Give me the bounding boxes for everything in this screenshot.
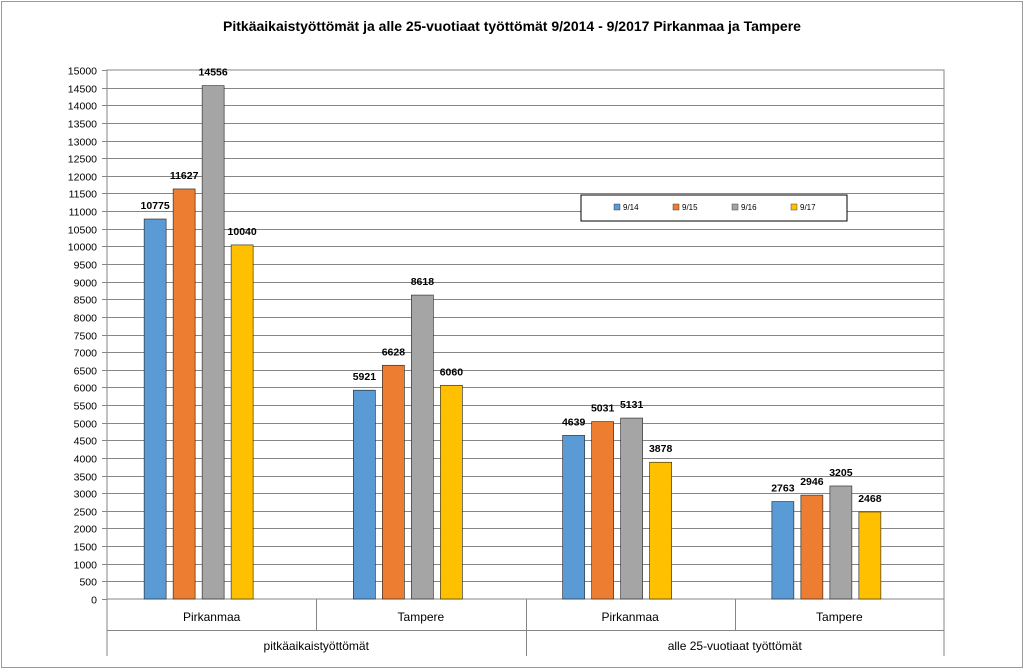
- legend-box: [580, 194, 848, 222]
- legend-label: 9/17: [800, 203, 816, 212]
- y-tick-label: 6000: [74, 383, 98, 395]
- y-tick-label: 15000: [68, 66, 97, 78]
- y-tick-label: 14500: [68, 84, 97, 96]
- y-tick-label: 11000: [69, 207, 98, 219]
- y-tick-label: 3000: [74, 489, 98, 501]
- y-tick-label: 4500: [74, 436, 98, 448]
- bar: [858, 511, 882, 600]
- y-tick-label: 0: [91, 595, 97, 607]
- y-tick-label: 12500: [68, 154, 97, 166]
- data-label: 5031: [591, 403, 615, 415]
- y-tick-label: 14000: [68, 101, 97, 113]
- data-label: 2763: [771, 483, 795, 495]
- data-label: 8618: [411, 276, 435, 288]
- y-tick-label: 6500: [74, 366, 98, 378]
- category-label: Tampere: [816, 610, 863, 624]
- bar: [440, 384, 463, 600]
- bar: [562, 435, 585, 600]
- data-labels: 10775 11627 14556 10040 5921 6628 8618 6060 4639…: [141, 67, 882, 505]
- bar: [382, 364, 405, 600]
- legend-swatch: [731, 203, 739, 211]
- legend-swatch: [790, 203, 798, 211]
- bar: [411, 294, 434, 600]
- y-tick-label: 8500: [74, 295, 98, 307]
- legend-label: 9/16: [741, 203, 757, 212]
- legend-label: 9/14: [623, 203, 639, 212]
- y-tick-label: 3500: [74, 472, 98, 484]
- data-label: 10040: [228, 226, 257, 238]
- data-label: 4639: [562, 416, 586, 428]
- plot-area: [106, 69, 945, 600]
- bar: [172, 188, 196, 600]
- y-tick-label: 2500: [74, 507, 98, 519]
- y-tick-label: 5500: [74, 401, 98, 413]
- legend-label: 9/15: [682, 203, 698, 212]
- y-tick-label: 10000: [68, 242, 97, 254]
- legend: 9/14 9/15 9/16 9/17: [580, 194, 848, 222]
- y-tick-label: 7000: [74, 348, 98, 360]
- chart-title: Pitkäaikaistyöttömät ja alle 25-vuotiaat…: [223, 18, 801, 34]
- group-label: pitkäaikaistyöttömät: [264, 639, 370, 653]
- y-axis: 0 500 1000 1500 2000 2500 3000 3500 4000 4500 5000…: [68, 66, 107, 607]
- data-label: 6628: [382, 346, 406, 358]
- bar: [591, 421, 614, 600]
- y-tick-label: 500: [79, 577, 97, 589]
- y-tick-label: 9500: [74, 260, 98, 272]
- y-tick-label: 5000: [74, 419, 98, 431]
- data-label: 3878: [649, 443, 673, 455]
- data-label: 3205: [829, 467, 853, 479]
- data-label: 2468: [858, 493, 882, 505]
- category-label: Pirkanmaa: [183, 610, 241, 624]
- y-tick-label: 9000: [74, 278, 98, 290]
- data-label: 14556: [199, 67, 228, 79]
- bar: [353, 389, 376, 600]
- bars: [143, 85, 882, 600]
- bar: [771, 501, 795, 600]
- y-tick-label: 1000: [74, 560, 98, 572]
- bar: [620, 417, 643, 600]
- legend-swatch: [613, 203, 621, 211]
- y-tick-label: 2000: [74, 524, 98, 536]
- bar: [829, 485, 853, 600]
- y-tick-label: 8000: [74, 313, 98, 325]
- category-label: Tampere: [398, 610, 445, 624]
- data-label: 6060: [440, 366, 464, 378]
- bar: [143, 218, 167, 600]
- data-label: 2946: [800, 476, 824, 488]
- y-tick-label: 1500: [74, 542, 98, 554]
- bar: [230, 244, 254, 600]
- y-tick-label: 10500: [68, 225, 97, 237]
- legend-swatch: [672, 203, 680, 211]
- y-tick-label: 13500: [68, 119, 97, 131]
- category-label: Pirkanmaa: [601, 610, 659, 624]
- data-label: 11627: [170, 170, 199, 182]
- data-label: 5131: [620, 399, 644, 411]
- data-label: 5921: [353, 371, 377, 383]
- y-tick-label: 7500: [74, 331, 98, 343]
- y-tick-label: 13000: [68, 137, 97, 149]
- data-label: 10775: [141, 200, 170, 212]
- bar: [201, 85, 225, 600]
- y-tick-label: 11500: [69, 189, 98, 201]
- bar: [800, 494, 824, 600]
- bar: [649, 461, 672, 600]
- y-tick-label: 4000: [74, 454, 98, 466]
- x-axis: Pirkanmaa Tampere Pirkanmaa Tampere pitkäaik…: [106, 599, 945, 656]
- group-label: alle 25-vuotiaat työttömät: [668, 639, 803, 653]
- y-tick-label: 12000: [68, 172, 97, 184]
